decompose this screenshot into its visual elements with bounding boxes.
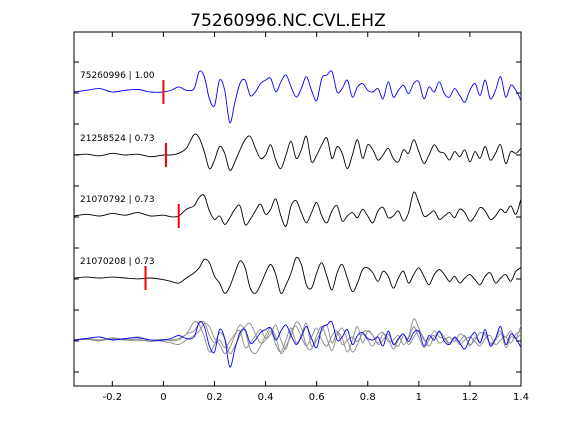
plot-area-frame <box>73 31 522 387</box>
trace-line-3 <box>73 191 522 227</box>
x-tick-label-5: 0.8 <box>360 392 376 403</box>
x-tick-label-6: 1 <box>416 392 422 403</box>
trace-line-1 <box>73 70 522 124</box>
trace-line-2 <box>73 133 522 171</box>
trace-line-4 <box>73 256 522 295</box>
x-tick-label-7: 1.2 <box>462 392 478 403</box>
x-tick-label-3: 0.4 <box>258 392 274 403</box>
x-tick-label-4: 0.6 <box>309 392 325 403</box>
trace-label-4: 21070208 | 0.73 <box>80 257 155 267</box>
trace-label-3: 21070792 | 0.73 <box>80 195 155 205</box>
overlay-trace-1 <box>73 320 522 368</box>
trace-label-2: 21258524 | 0.73 <box>80 134 155 144</box>
x-tick-label-8: 1.4 <box>513 392 529 403</box>
x-tick-label-0: -0.2 <box>103 392 123 403</box>
overlay-trace-4 <box>73 321 522 355</box>
y-axis-ticks <box>74 61 521 373</box>
traces-group: 75260996 | 1.00 21258524 | 0.73 21070792 |… <box>73 70 522 368</box>
chart-title: 75260996.NC.CVL.EHZ <box>190 11 385 31</box>
x-tick-label-1: 0 <box>160 392 166 403</box>
x-tick-label-2: 0.2 <box>207 392 223 403</box>
x-axis-ticks: -0.2 0 0.2 0.4 0.6 0.8 1 1.2 1.4 <box>103 32 529 403</box>
trace-label-1: 75260996 | 1.00 <box>80 71 155 81</box>
overlay-trace-3 <box>73 318 522 350</box>
